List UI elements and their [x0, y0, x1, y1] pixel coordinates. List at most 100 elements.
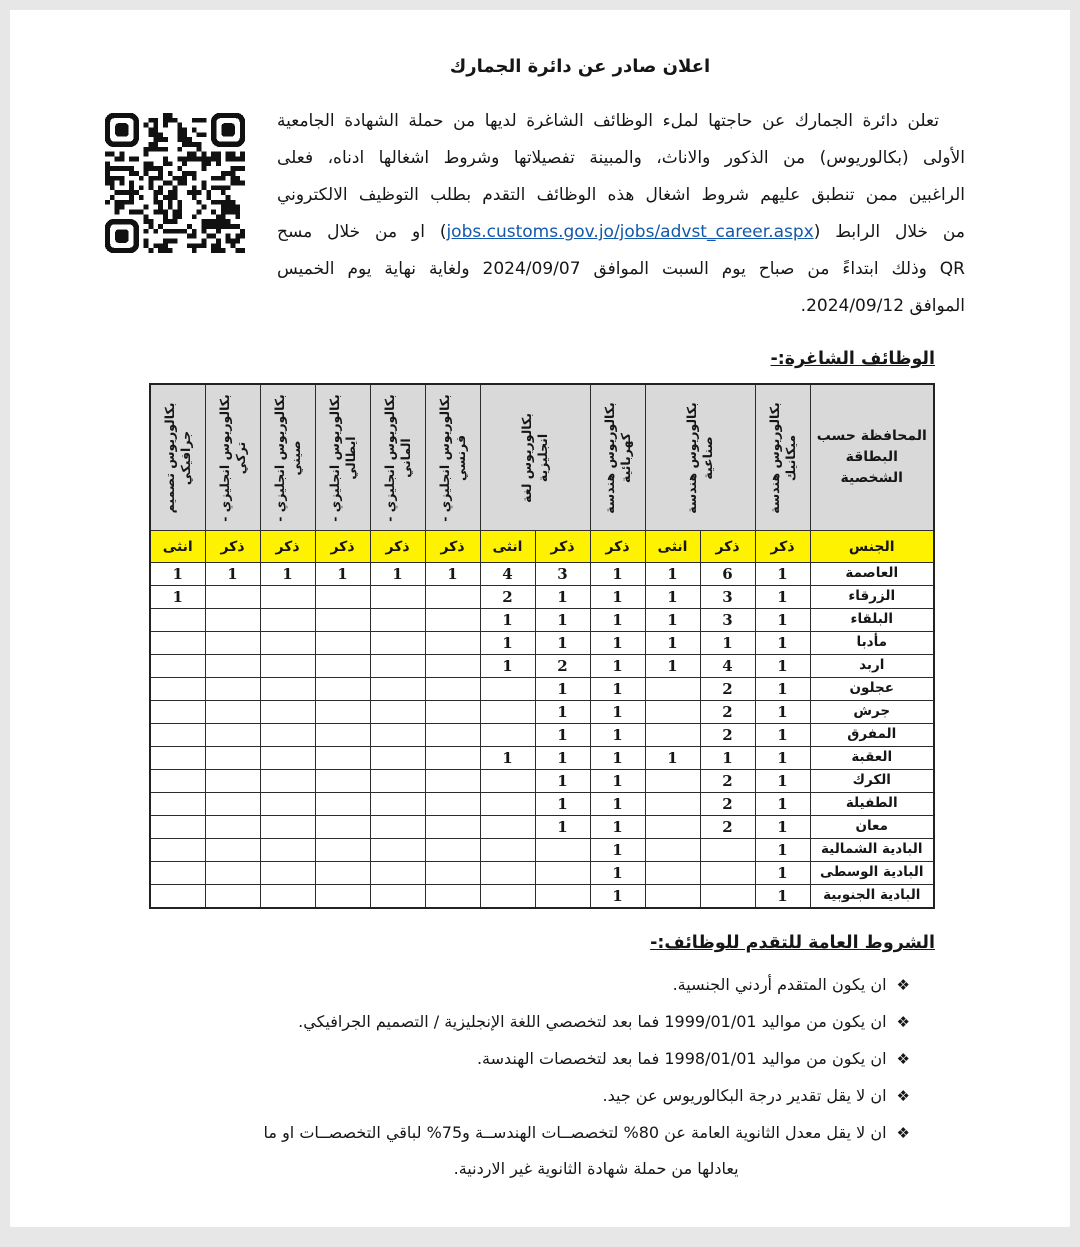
- diamond-bullet-icon: ❖: [896, 1050, 910, 1068]
- vacancy-count-cell: 1: [754, 700, 811, 724]
- vacancy-count-cell: 1: [479, 631, 536, 655]
- vacancy-count-cell: 1: [149, 562, 206, 586]
- vacancy-count-cell: [204, 700, 261, 724]
- gender-cell: ذكر: [534, 530, 591, 563]
- vacancy-count-cell: [644, 861, 701, 885]
- vacancy-count-cell: 1: [424, 562, 481, 586]
- vacancy-count-cell: 4: [479, 562, 536, 586]
- table-row: مأدبا 1 1 1 1 1 1: [149, 631, 935, 655]
- vacancy-count-cell: [204, 654, 261, 678]
- vacancy-count-cell: [369, 838, 426, 862]
- vacancy-count-cell: [424, 654, 481, 678]
- vacancy-count-cell: [314, 884, 371, 909]
- degree-column-label: بكالوريوس انجليزي - الماني: [381, 393, 413, 522]
- vacancy-count-cell: [204, 677, 261, 701]
- governorate-name: معان: [809, 815, 935, 839]
- condition-item: ❖ ان يكون من مواليد 1999/01/01 فما بعد لت…: [95, 1004, 910, 1040]
- vacancies-heading: الوظائف الشاغرة:-: [770, 349, 935, 369]
- vacancy-count-cell: [259, 838, 316, 862]
- condition-text: ان لا يقل معدل الثانوية العامة عن 80% لت…: [95, 1115, 887, 1187]
- vacancy-count-cell: 1: [589, 654, 646, 678]
- governorate-name: البادية الشمالية: [809, 838, 935, 862]
- vacancy-count-cell: [424, 769, 481, 793]
- vacancy-count-cell: 1: [754, 861, 811, 885]
- vacancy-count-cell: [259, 884, 316, 909]
- intro-line: تعلن دائرة الجمارك عن حاجتها لملء الوظائ…: [277, 111, 939, 131]
- gender-cell: ذكر: [424, 530, 481, 563]
- intro-line: الراغبين ممن تنطبق عليهم شروط اشغال هذه …: [277, 185, 965, 205]
- vacancy-count-cell: [149, 608, 206, 632]
- condition-line: ان لا يقل معدل الثانوية العامة عن 80% لت…: [263, 1123, 887, 1142]
- vacancy-count-cell: 2: [699, 769, 756, 793]
- table-row: العاصمة 1 6 1 1 3 4 1 1 1 1 1 1: [149, 562, 935, 586]
- vacancy-count-cell: [204, 608, 261, 632]
- vacancy-count-cell: [479, 884, 536, 909]
- table-row: البادية الشمالية 1 1: [149, 838, 935, 862]
- vacancy-count-cell: 1: [534, 700, 591, 724]
- vacancy-count-cell: [314, 815, 371, 839]
- gender-cell: انثى: [644, 530, 701, 563]
- vacancy-count-cell: [644, 815, 701, 839]
- condition-item: ❖ ان يكون من مواليد 1998/01/01 فما بعد لت…: [95, 1041, 910, 1077]
- vacancy-count-cell: 1: [589, 838, 646, 862]
- vacancy-count-cell: 3: [699, 585, 756, 609]
- application-url-link[interactable]: jobs.customs.gov.jo/jobs/advst_career.as…: [446, 222, 814, 242]
- vacancy-count-cell: [369, 769, 426, 793]
- qr-code: [104, 112, 246, 257]
- vacancy-count-cell: [369, 884, 426, 909]
- vacancy-count-cell: [699, 884, 756, 909]
- vacancy-count-cell: 1: [754, 585, 811, 609]
- vacancy-count-cell: 1: [534, 723, 591, 747]
- vacancy-count-cell: 1: [754, 838, 811, 862]
- governorate-name: البادية الوسطى: [809, 861, 935, 885]
- gender-row: الجنس ذكر ذكر انثى ذكر ذكر انثى ذكر ذكر ذكر ذكر ذكر…: [149, 530, 935, 563]
- vacancy-count-cell: [479, 769, 536, 793]
- gender-cell: انثى: [479, 530, 536, 563]
- vacancy-count-cell: [369, 585, 426, 609]
- governorate-name: البادية الجنوبية: [809, 884, 935, 909]
- vacancy-count-cell: [424, 746, 481, 770]
- vacancy-count-cell: 1: [479, 746, 536, 770]
- vacancy-count-cell: 2: [534, 654, 591, 678]
- vacancy-count-cell: [644, 769, 701, 793]
- vacancy-count-cell: [204, 838, 261, 862]
- vacancy-count-cell: [259, 815, 316, 839]
- vacancy-count-cell: [259, 677, 316, 701]
- degree-column-label: بكالوريوس انجليزي - صيني: [271, 393, 303, 522]
- vacancy-count-cell: [644, 884, 701, 909]
- qr-code-image: [104, 112, 246, 254]
- condition-item: ❖ ان يكون المتقدم أردني الجنسية.: [95, 967, 910, 1003]
- vacancy-count-cell: 1: [534, 608, 591, 632]
- vacancy-count-cell: [644, 792, 701, 816]
- degree-column-label: بكالوريوس لغة انجليزية: [518, 412, 550, 503]
- degree-column-header: بكالوريوس انجليزي - صيني: [259, 383, 316, 531]
- condition-line: ان يكون المتقدم أردني الجنسية.: [672, 975, 887, 994]
- vacancy-count-cell: [204, 792, 261, 816]
- vacancy-count-cell: [204, 723, 261, 747]
- vacancy-count-cell: [314, 746, 371, 770]
- vacancy-count-cell: [424, 838, 481, 862]
- vacancy-count-cell: 1: [589, 769, 646, 793]
- degree-column-label: بكالوريوس انجليزي - ايطالي: [326, 393, 358, 522]
- gender-cell: ذكر: [259, 530, 316, 563]
- gender-cell: ذكر: [204, 530, 261, 563]
- vacancy-count-cell: [314, 608, 371, 632]
- governorate-name: البلقاء: [809, 608, 935, 632]
- governorate-name: اربد: [809, 654, 935, 678]
- gender-cell: انثى: [149, 530, 206, 563]
- vacancy-count-cell: [534, 861, 591, 885]
- vacancy-count-cell: 1: [534, 585, 591, 609]
- vacancy-count-cell: [259, 608, 316, 632]
- gender-cell: ذكر: [314, 530, 371, 563]
- vacancy-count-cell: 1: [644, 631, 701, 655]
- table-row: البادية الجنوبية 1 1: [149, 884, 935, 909]
- vacancy-count-cell: 1: [644, 746, 701, 770]
- vacancy-count-cell: [314, 631, 371, 655]
- vacancy-count-cell: 1: [754, 723, 811, 747]
- vacancy-count-cell: 6: [699, 562, 756, 586]
- vacancy-count-cell: 2: [699, 677, 756, 701]
- vacancy-count-cell: 1: [644, 562, 701, 586]
- table-row: عجلون 1 2 1 1: [149, 677, 935, 701]
- vacancy-count-cell: [644, 700, 701, 724]
- link-suffix-text: ) او من خلال مسح: [277, 222, 447, 242]
